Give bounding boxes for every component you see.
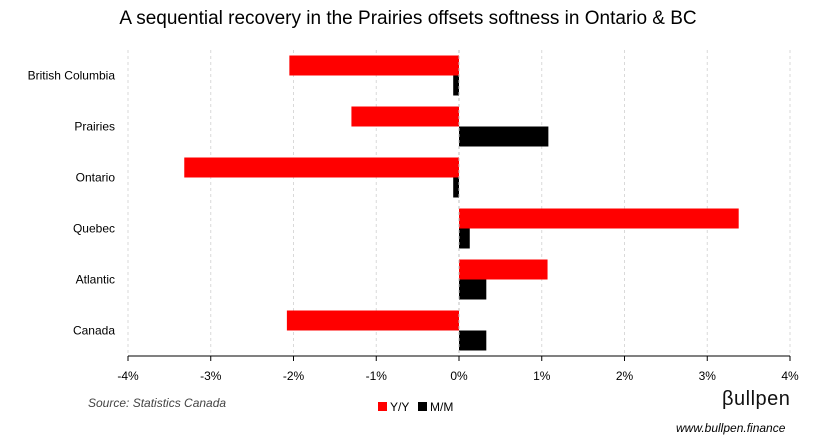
axes — [127, 50, 791, 361]
legend-swatch-yy — [378, 402, 387, 411]
category-label: Canada — [73, 324, 115, 338]
category-label: Prairies — [74, 120, 115, 134]
category-label: British Columbia — [28, 69, 116, 83]
legend-label: Y/Y — [390, 400, 409, 414]
bars — [184, 55, 739, 351]
legend: Y/Y M/M — [378, 400, 453, 414]
bar-mm-prairies — [459, 126, 549, 147]
legend-swatch-mm — [418, 402, 427, 411]
x-tick-label: 3% — [699, 369, 717, 383]
bar-yy-prairies — [351, 106, 459, 127]
x-tick-label: 4% — [781, 369, 799, 383]
category-label: Quebec — [73, 222, 115, 236]
bullpen-logo: βullpen — [722, 388, 791, 410]
legend-label: M/M — [430, 400, 453, 414]
bar-yy-canada — [286, 310, 459, 331]
x-tick-label: -2% — [283, 369, 305, 383]
category-label: Atlantic — [76, 273, 115, 287]
x-tick-label: -1% — [366, 369, 388, 383]
bar-yy-quebec — [459, 208, 739, 229]
x-tick-label: 1% — [533, 369, 551, 383]
website-link[interactable]: www.bullpen.finance — [676, 421, 786, 435]
gridlines — [127, 50, 791, 356]
bar-mm-british-columbia — [453, 75, 459, 96]
bar-yy-ontario — [184, 157, 459, 178]
category-label: Ontario — [76, 171, 116, 185]
x-tick-label: 0% — [450, 369, 468, 383]
bar-mm-atlantic — [459, 279, 487, 300]
bar-yy-british-columbia — [289, 55, 459, 76]
bar-yy-atlantic — [459, 259, 548, 280]
bar-mm-ontario — [453, 177, 459, 198]
x-tick-label: -4% — [117, 369, 139, 383]
bar-mm-quebec — [459, 228, 470, 249]
bar-mm-canada — [459, 330, 487, 351]
labels: British Columbia Prairies Ontario Quebec Atl… — [28, 69, 799, 384]
x-tick-label: -3% — [200, 369, 222, 383]
x-tick-label: 2% — [616, 369, 634, 383]
source-note: Source: Statistics Canada — [88, 396, 227, 410]
chart-title: A sequential recovery in the Prairies of… — [119, 8, 697, 29]
